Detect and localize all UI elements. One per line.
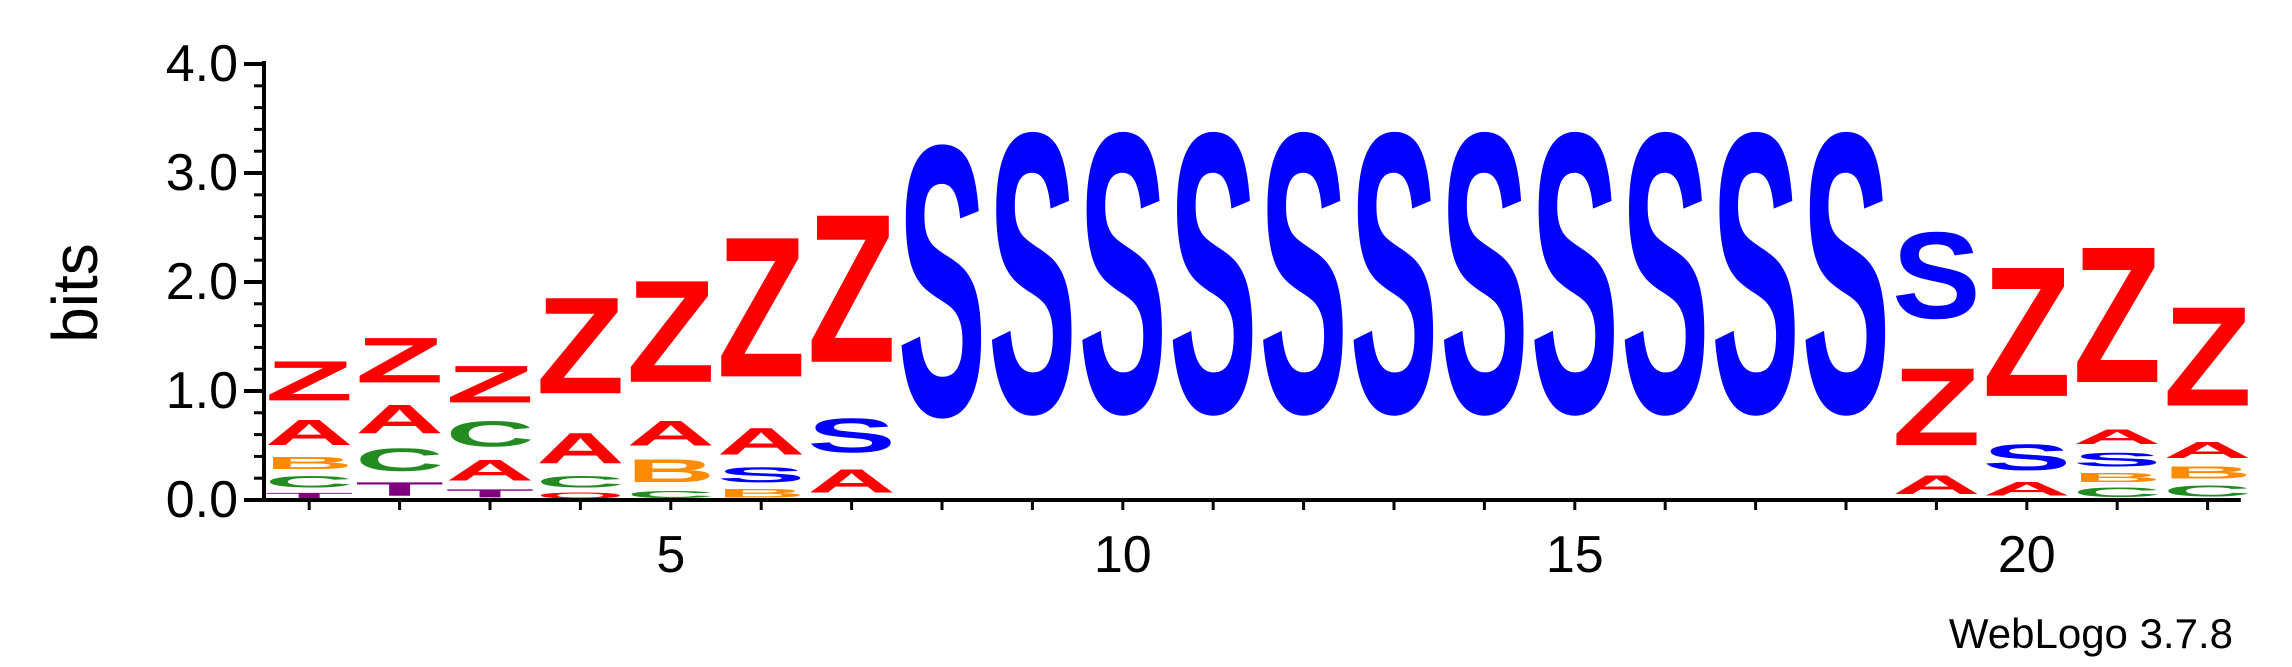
- logo-letter-a-pos-21: A: [2073, 425, 2162, 449]
- logo-letter-s-pos-12: S: [1259, 51, 1348, 498]
- logo-letter-s-pos-8: S: [898, 66, 987, 498]
- logo-letter-s-pos-14: S: [1440, 51, 1529, 498]
- logo-letter-b-pos-5: B: [627, 453, 716, 489]
- logo-letter-c-pos-5: C: [627, 489, 716, 500]
- x-tick-label: 15: [1546, 526, 1604, 584]
- y-tick-label: 1.0: [166, 362, 238, 420]
- logo-letter-s-pos-19: S: [1892, 207, 1981, 345]
- logo-letter-t-pos-1: T: [265, 491, 354, 500]
- logo-letter-z-pos-7: Z: [807, 170, 896, 407]
- logo-letter-a-pos-20: A: [1983, 478, 2072, 500]
- logo-letter-c-pos-22: C: [2163, 483, 2252, 500]
- logo-letter-s-pos-16: S: [1621, 51, 1710, 498]
- logo-letter-a-pos-1: A: [265, 413, 354, 453]
- x-tick-label: 10: [1094, 526, 1152, 584]
- logo-letter-b-pos-21: B: [2073, 471, 2162, 485]
- logo-letter-t-pos-3: T: [446, 487, 535, 500]
- logo-letter-z-pos-21: Z: [2073, 207, 2162, 424]
- logo-letter-z-pos-5: Z: [627, 249, 716, 413]
- logo-letter-a-pos-5: A: [627, 414, 716, 453]
- y-axis-label: bits: [39, 243, 111, 343]
- logo-letter-s-pos-10: S: [1079, 51, 1168, 498]
- logo-letter-c-pos-21: C: [2073, 485, 2162, 500]
- logo-letter-z-pos-19: Z: [1892, 345, 1981, 469]
- credit-label: WebLogo 3.7.8: [1949, 610, 2233, 657]
- logo-letter-s-pos-21: S: [2073, 449, 2162, 471]
- logo-letter-z-pos-4: Z: [536, 269, 625, 423]
- logo-letter-z-pos-6: Z: [717, 196, 806, 419]
- y-tick-label: 2.0: [166, 253, 238, 311]
- logo-letter-s-pos-9: S: [988, 51, 1077, 498]
- logo-letter-c-pos-2: C: [355, 442, 444, 478]
- logo-letter-s-pos-13: S: [1350, 51, 1439, 498]
- logo-letter-b-pos-1: B: [265, 453, 354, 473]
- y-tick-label: 3.0: [166, 144, 238, 202]
- logo-letter-s-pos-17: S: [1711, 51, 1800, 498]
- logo-letter-a-pos-22: A: [2163, 437, 2252, 463]
- y-tick-label: 0.0: [166, 471, 238, 529]
- logo-letter-s-pos-11: S: [1169, 51, 1258, 498]
- axes: 0.0 1.0 2.0 3.0 4.0 5 10 15 20: [166, 35, 2241, 584]
- logo-letter-c-pos-1: C: [265, 473, 354, 492]
- logo-letter-z-pos-3: Z: [446, 355, 535, 414]
- logo-letter-a-pos-19: A: [1892, 469, 1981, 499]
- logo-letter-c-pos-3: C: [446, 414, 535, 454]
- x-tick-label: 20: [1998, 526, 2056, 584]
- logo-letter-z-pos-20: Z: [1983, 229, 2072, 436]
- logo-letter-o-pos-4: O: [536, 491, 625, 500]
- logo-letter-b-pos-22: B: [2163, 463, 2252, 483]
- x-tick-label: 5: [656, 526, 685, 584]
- logo-letter-a-pos-4: A: [536, 424, 625, 473]
- logo-letter-t-pos-2: T: [355, 478, 444, 500]
- logo-letter-s-pos-7: S: [807, 408, 896, 462]
- logo-letter-s-pos-20: S: [1983, 437, 2072, 478]
- logo-letter-a-pos-7: A: [807, 463, 896, 500]
- logo-letter-s-pos-15: S: [1531, 51, 1620, 498]
- logo-letter-a-pos-6: A: [717, 421, 806, 463]
- logo-letter-z-pos-2: Z: [355, 324, 444, 396]
- logo-letter-a-pos-3: A: [446, 454, 535, 487]
- logo-letter-s-pos-6: S: [717, 463, 806, 487]
- logo-letter-z-pos-22: Z: [2163, 278, 2252, 436]
- logo-letter-b-pos-6: B: [717, 487, 806, 500]
- logo-letter-c-pos-4: C: [536, 473, 625, 492]
- logo-letter-a-pos-2: A: [355, 397, 444, 443]
- logo-letter-s-pos-18: S: [1802, 51, 1891, 498]
- y-tick-label: 4.0: [166, 35, 238, 93]
- logo-letter-z-pos-1: Z: [265, 350, 354, 413]
